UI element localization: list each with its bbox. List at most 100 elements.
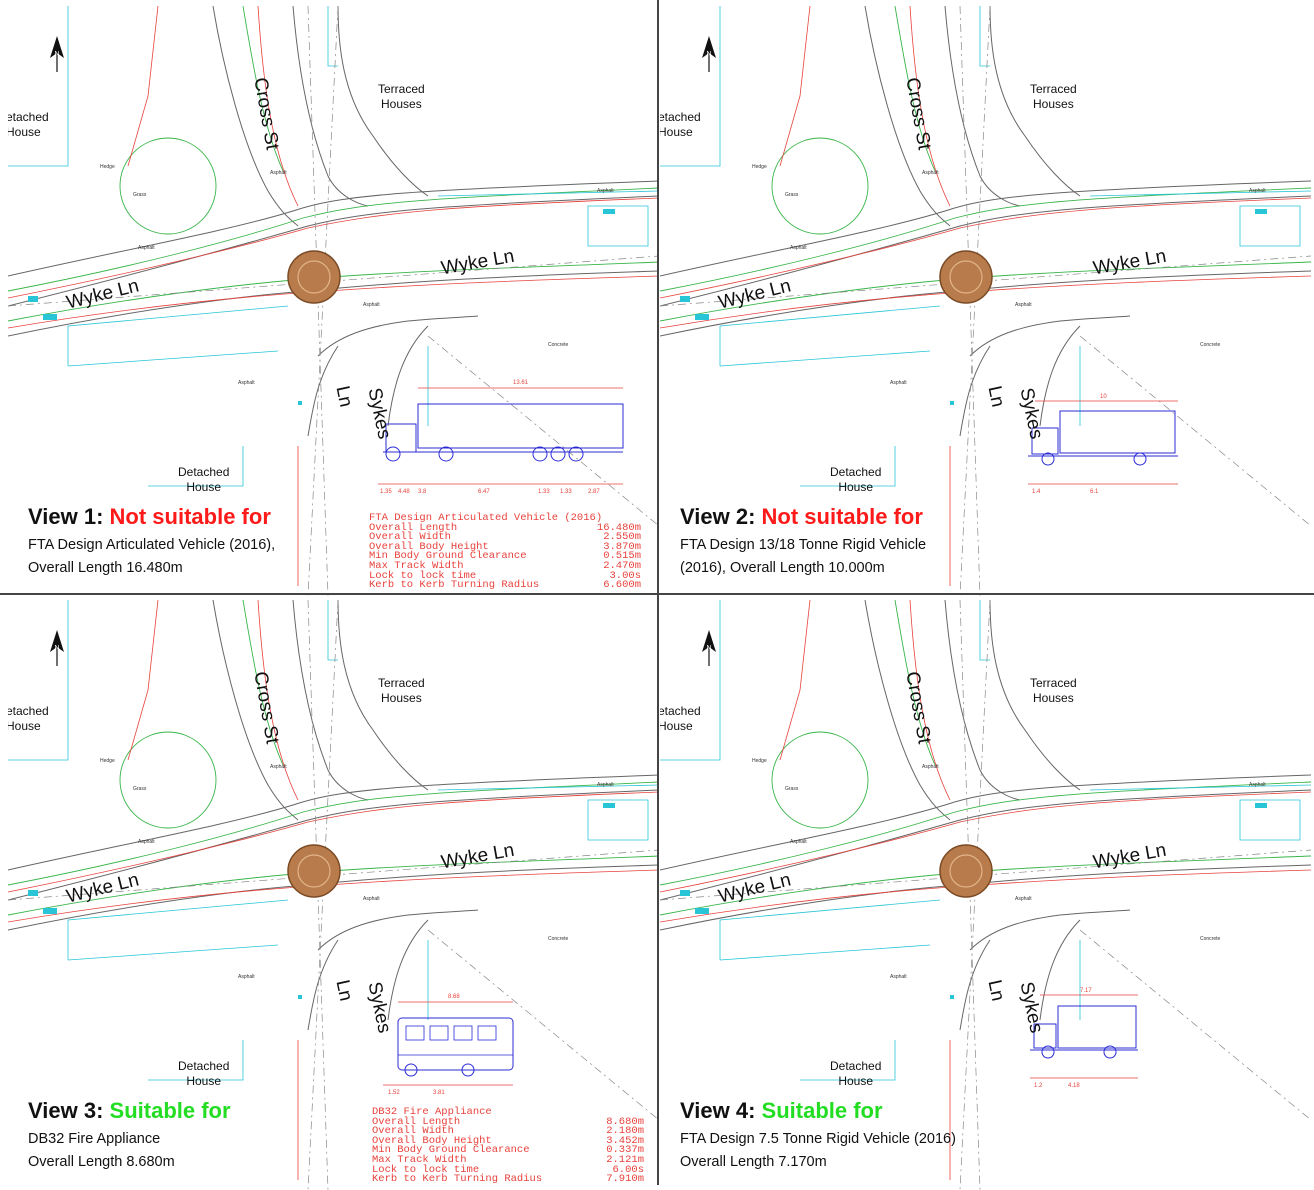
- suitability-status: Suitable for: [761, 1098, 883, 1123]
- svg-text:Hedge: Hedge: [752, 164, 767, 170]
- suitability-status: Not suitable for: [109, 504, 271, 529]
- spec-value: 3.452m: [606, 1134, 644, 1147]
- view-4-panel: Asphalt Asphalt Asphalt Asphalt Asphalt …: [660, 600, 1311, 1190]
- front-wheel: [385, 446, 401, 462]
- trailer-wheel-3: [568, 446, 584, 462]
- svg-text:Asphalt: Asphalt: [597, 782, 614, 788]
- window: [453, 1025, 473, 1041]
- truck-cab: [1033, 1023, 1057, 1049]
- site-plan: Asphalt Asphalt Asphalt Asphalt Asphalt …: [8, 6, 659, 596]
- view-heading: View 4:: [680, 1098, 756, 1123]
- spec-row: Lock to lock time 3.00s: [369, 569, 641, 582]
- vertical-divider: [657, 0, 659, 1185]
- spec-value: 6.00s: [612, 1163, 644, 1176]
- svg-text:Asphalt: Asphalt: [238, 974, 255, 980]
- roundabout-icon: [287, 844, 341, 898]
- detached-house-label-bottom: Detached House: [178, 465, 230, 494]
- front-wheel: [404, 1063, 418, 1077]
- svg-text:Grass: Grass: [133, 786, 147, 792]
- view-title: View 1: Not suitable for: [28, 504, 271, 530]
- site-plan: Asphalt Asphalt Asphalt Asphalt Asphalt …: [660, 600, 1311, 1190]
- spec-row: Max Track Width 2.121m: [372, 1153, 644, 1166]
- svg-text:Asphalt: Asphalt: [790, 839, 807, 845]
- detached-house-label-bottom: Detached House: [830, 1059, 882, 1088]
- spec-label: Overall Body Height: [369, 540, 489, 553]
- svg-text:Asphalt: Asphalt: [890, 380, 907, 386]
- site-plan: Asphalt Asphalt Asphalt Asphalt Asphalt …: [660, 6, 1311, 596]
- dimension-bottom: 2.87: [588, 489, 600, 495]
- svg-text:Asphalt: Asphalt: [1015, 896, 1032, 902]
- spec-value: 2.180m: [606, 1125, 644, 1138]
- window: [477, 1025, 497, 1041]
- dimension-top: 8.68: [448, 994, 460, 1000]
- svg-text:Concrete: Concrete: [548, 936, 569, 942]
- spec-value: 7.910m: [606, 1173, 644, 1186]
- detached-house-label-left: etached House: [8, 110, 49, 139]
- view-heading: View 2:: [680, 504, 756, 529]
- trailer-wheel-2: [550, 446, 566, 462]
- spec-label: Min Body Ground Clearance: [372, 1144, 530, 1157]
- detached-house-label-left: etached House: [660, 704, 701, 733]
- dimension-bottom: 3.81: [433, 1090, 445, 1096]
- spec-row: Min Body Ground Clearance 0.337m: [372, 1144, 644, 1157]
- vehicle-description-line1: DB32 Fire Appliance: [28, 1131, 161, 1147]
- detached-house-label-bottom: Detached House: [178, 1059, 230, 1088]
- vehicle-description: FTA Design 13/18 Tonne Rigid Vehicle (20…: [680, 534, 926, 580]
- spec-row: Overall Body Height 3.870m: [369, 540, 641, 553]
- spec-value: 8.680m: [606, 1115, 644, 1128]
- view-title: View 3: Suitable for: [28, 1098, 231, 1124]
- sykes-ln-label-ln: Ln: [983, 384, 1009, 410]
- dimension-bottom: 4.18: [1068, 1083, 1080, 1089]
- view-title: View 2: Not suitable for: [680, 504, 923, 530]
- dimension-bottom: 1.4: [1032, 489, 1041, 495]
- svg-text:Concrete: Concrete: [1200, 342, 1221, 348]
- spec-value: 2.550m: [603, 531, 641, 544]
- svg-text:Hedge: Hedge: [100, 758, 115, 764]
- vehicle-description-line2: (2016), Overall Length 10.000m: [680, 560, 885, 576]
- spec-row: Overall Width 2.550m: [369, 531, 641, 544]
- vehicle-description-line2: Overall Length 16.480m: [28, 560, 183, 576]
- north-arrow-icon: N: [702, 36, 716, 72]
- spec-value: 2.470m: [603, 559, 641, 572]
- window: [405, 1025, 425, 1041]
- svg-text:Asphalt: Asphalt: [138, 839, 155, 845]
- roundabout-icon: [939, 844, 993, 898]
- spec-label: Overall Length: [369, 521, 458, 534]
- detached-house-label-left: etached House: [660, 110, 701, 139]
- spec-label: Kerb to Kerb Turning Radius: [369, 579, 540, 592]
- svg-text:N: N: [54, 51, 59, 58]
- spec-label: Lock to lock time: [372, 1163, 480, 1176]
- spec-row: Kerb to Kerb Turning Radius 7.910m: [372, 1173, 644, 1186]
- spec-table-title: DB32 Fire Appliance: [372, 1106, 492, 1118]
- vehicle-drawing: 8.68 1.52 3.81: [383, 994, 514, 1096]
- svg-text:Asphalt: Asphalt: [790, 245, 807, 251]
- vehicle-description: DB32 Fire Appliance Overall Length 8.680…: [28, 1128, 175, 1174]
- roundabout-icon: [939, 250, 993, 304]
- vehicle-drawing: 7.17 1.2 4.18: [1030, 988, 1138, 1089]
- view-heading: View 1:: [28, 504, 104, 529]
- vehicle-spec-table: FTA Design Articulated Vehicle (2016) Ov…: [369, 513, 641, 592]
- spec-label: Kerb to Kerb Turning Radius: [372, 1173, 543, 1186]
- svg-text:Asphalt: Asphalt: [270, 170, 287, 176]
- svg-text:Asphalt: Asphalt: [890, 974, 907, 980]
- vehicle-description-line2: Overall Length 7.170m: [680, 1154, 827, 1170]
- spec-value: 0.515m: [603, 550, 641, 563]
- vehicle-description-line1: FTA Design 13/18 Tonne Rigid Vehicle: [680, 537, 927, 553]
- vehicle-drawing: 13.61 1.35 4.48 3.8 6.47 1.33 1.33 2.87: [378, 380, 624, 495]
- detached-house-label-bottom: Detached House: [830, 465, 882, 494]
- trailer-wheel-1: [532, 446, 548, 462]
- svg-text:N: N: [706, 645, 711, 652]
- spec-value: 2.121m: [606, 1153, 644, 1166]
- front-wheel: [1041, 452, 1055, 466]
- truck-body: [1057, 1005, 1137, 1049]
- spec-row: Lock to lock time 6.00s: [372, 1163, 644, 1176]
- dimension-bottom: 1.35: [380, 489, 392, 495]
- spec-row: Overall Length 16.480m: [369, 521, 641, 534]
- svg-text:Grass: Grass: [785, 192, 799, 198]
- terraced-houses-label: Terraced Houses: [1030, 676, 1077, 705]
- svg-text:Hedge: Hedge: [752, 758, 767, 764]
- spec-value: 3.00s: [609, 569, 641, 582]
- spec-value: 16.480m: [596, 521, 641, 534]
- svg-text:Asphalt: Asphalt: [1249, 782, 1266, 788]
- sykes-ln-label-ln: Ln: [331, 978, 357, 1004]
